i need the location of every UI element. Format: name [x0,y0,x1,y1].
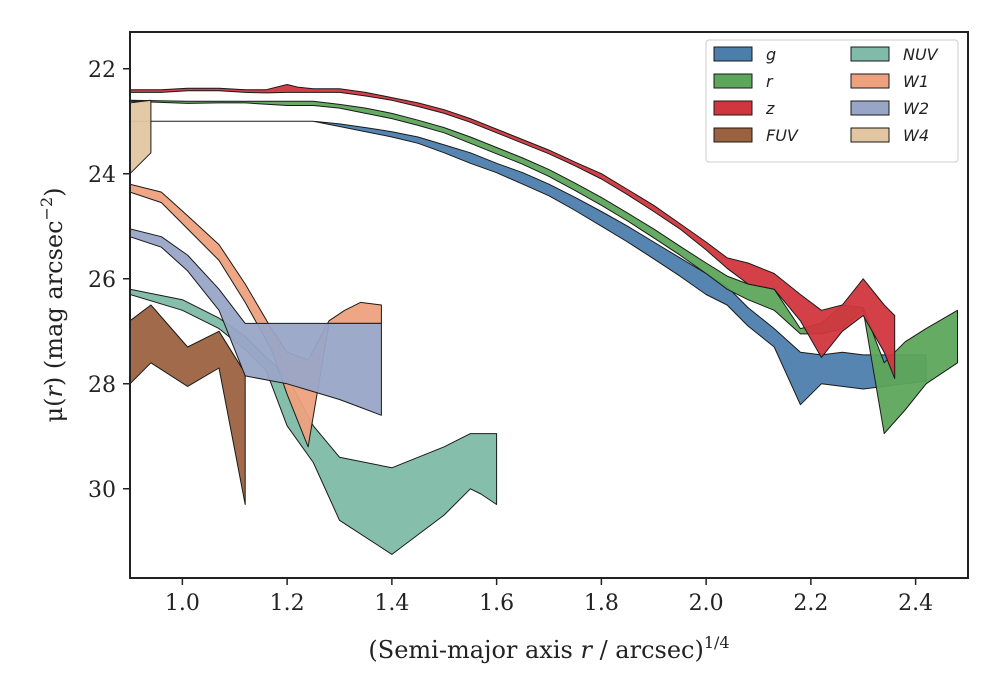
x-tick-label: 2.2 [793,591,828,616]
x-axis-label: (Semi-major axis r / arcsec)1/4 [368,633,729,664]
y-tick-label: 28 [88,373,116,398]
x-tick-label: 1.0 [165,591,200,616]
legend-label-r: r [766,72,774,91]
x-tick-label: 1.8 [584,591,619,616]
legend-swatch-w2 [850,100,890,116]
legend-label-w4: W4 [903,126,929,145]
legend-swatch-r [713,73,753,89]
plot-frame [129,31,969,579]
legend: grz FUV NUV W1 W2 W4 [705,39,959,163]
legend-label-fuv: FUV [766,126,799,145]
x-tick-label: 1.4 [374,591,409,616]
legend-label-w2: W2 [903,99,929,118]
legend-label-nuv: NUV [903,45,939,64]
legend-swatch-nuv [850,46,890,62]
y-tick-label: 24 [88,163,116,188]
legend-swatch-w4 [850,127,890,143]
x-tick-label: 1.6 [479,591,514,616]
y-axis-label: μ(r) (mag arcsec−2) [37,187,68,422]
legend-items: grz FUV NUV W1 W2 W4 [713,45,939,145]
y-axis: 22 24 26 28 30 [88,58,130,503]
area-fuv [130,304,246,505]
legend-swatch-g [713,46,753,62]
area-w2 [130,228,382,416]
x-axis: 1.0 1.2 1.4 1.6 1.8 2.0 2.2 2.4 [165,578,933,616]
area-w4 [130,99,152,175]
legend-label-g: g [766,45,776,64]
legend-label-z: z [765,99,775,118]
x-tick-label: 2.4 [898,591,933,616]
y-tick-label: 30 [88,478,116,503]
x-tick-label: 2.0 [689,591,724,616]
area-r [130,99,958,435]
legend-swatch-z [713,100,753,116]
x-tick-label: 1.2 [270,591,305,616]
y-tick-label: 26 [88,268,116,293]
legend-label-w1: W1 [903,72,929,91]
area-w1 [130,183,382,448]
area-z [130,84,896,379]
legend-swatch-fuv [713,127,753,143]
series-areas [130,84,958,555]
y-tick-label: 22 [88,58,116,83]
legend-swatch-w1 [850,73,890,89]
legend-box [705,39,959,163]
